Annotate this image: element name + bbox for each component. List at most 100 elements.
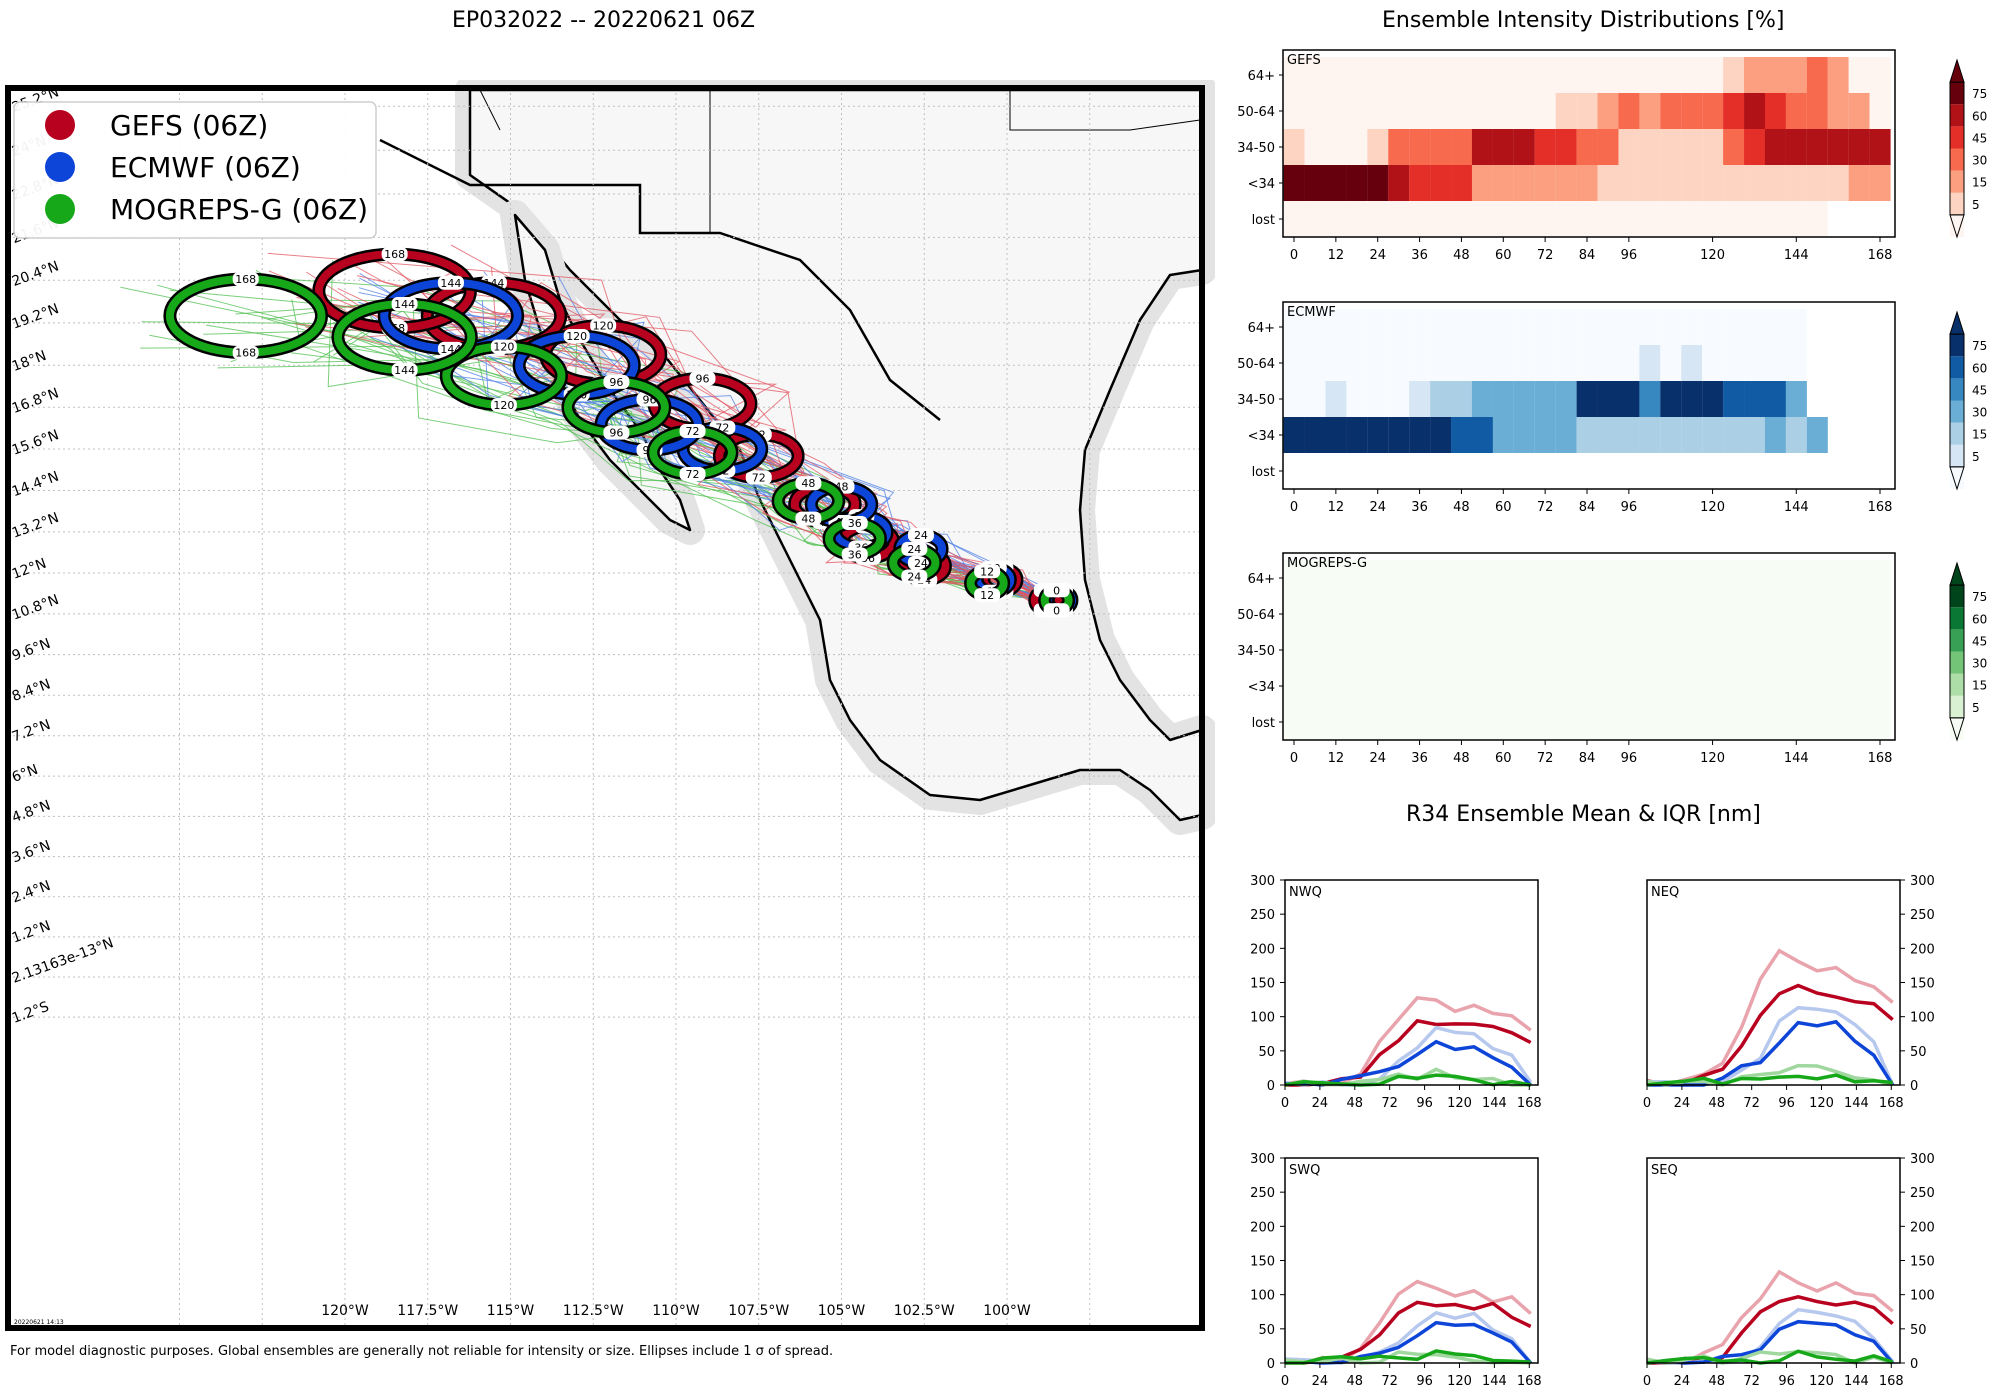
heatmap-cell [1869,632,1891,668]
heatmap-cell [1534,381,1556,417]
ellipse-label-bg [437,275,464,290]
ellipse-label-bg [901,541,928,556]
heatmap-cell [1576,632,1598,668]
heatmap-cell [1304,165,1326,201]
heatmap-cell [1492,560,1514,596]
x-tick-label: 48 [1453,500,1470,515]
heatmap-cell [1660,668,1682,704]
heatmap-cell [1576,309,1598,345]
heatmap-cell [1702,632,1724,668]
legend-label: ECMWF (06Z) [110,151,301,184]
heatmap-cell [1492,165,1514,201]
heatmap-cell [1471,93,1493,129]
heatmap-cell [1660,345,1682,381]
y-tick-label: 200 [1250,942,1275,957]
ellipse-label-bg [381,247,408,262]
heatmap-cell [1618,632,1640,668]
heatmap-cell [1723,93,1745,129]
heatmap-cell [1513,632,1535,668]
x-tick-label: 168 [1517,1374,1542,1389]
heatmap-cell [1681,596,1703,632]
heatmap-cell [1702,201,1724,237]
heatmap-cell [1806,201,1828,237]
heatmap-cell [1681,560,1703,596]
ellipse-hour-label: 168 [235,347,256,360]
heatmap-cell [1785,596,1807,632]
heatmap-cell [1744,129,1766,165]
x-tick-label: 168 [1868,500,1893,515]
row-label: <34 [1248,680,1275,695]
heatmap-cell [1388,417,1410,453]
row-label: 64+ [1248,321,1275,336]
x-tick-label: 24 [1674,1374,1691,1389]
colorbar-segment [1950,126,1964,149]
heatmap-cell [1409,165,1431,201]
row-label: 50-64 [1237,608,1275,623]
heatmap-cell [1639,632,1661,668]
heatmap-cell [1618,201,1640,237]
heatmap-cell [1304,345,1326,381]
legend-label: GEFS (06Z) [110,109,268,142]
heatmap-cell [1430,345,1452,381]
heatmap-cell [1304,93,1326,129]
heatmap-cell [1367,165,1389,201]
heatmap-cell [1409,345,1431,381]
heatmap-cell [1806,632,1828,668]
heatmap-cell [1513,345,1535,381]
heatmap-cell [1848,632,1870,668]
heatmap-cell [1869,57,1891,93]
x-tick-label: 12 [1328,248,1345,263]
x-tick-label: 24 [1312,1374,1329,1389]
colorbar-label: 75 [1972,87,1987,101]
ellipse-hour-label: 12 [980,589,994,602]
ellipse-hour-label: 120 [493,341,514,354]
ensemble-track [424,314,1036,606]
heatmap-cell [1367,381,1389,417]
heatmap-cell [1576,57,1598,93]
heatmap-cell [1618,560,1640,596]
x-tick-label: 0 [1290,248,1298,263]
heatmap-cell [1283,345,1305,381]
us-mexico-border [379,138,941,421]
x-tick-label: 36 [1411,751,1428,766]
heatmap-cell [1555,632,1577,668]
heatmap-cell [1555,93,1577,129]
ellipse-label-bg [745,470,772,485]
heatmap-cell [1513,381,1535,417]
x-tick-label: 60 [1495,751,1512,766]
heatmap-cell [1388,345,1410,381]
heatmap-cell [1681,704,1703,740]
heatmap-cell [1848,129,1870,165]
heatmap-cell [1764,57,1786,93]
heatmap-cell [1492,309,1514,345]
x-tick-label: 96 [1416,1374,1433,1389]
heatmap-cell [1785,201,1807,237]
heatmap-cell [1367,668,1389,704]
heatmap-cell [1702,57,1724,93]
heatmap-cell [1764,704,1786,740]
heatmap-cell [1534,668,1556,704]
heatmap-cell [1723,632,1745,668]
ellipse-label-bg [974,564,1001,579]
heatmap-cell [1723,129,1745,165]
ellipse-hour-label: 36 [848,517,862,530]
r34-panel-label: SEQ [1651,1163,1678,1178]
r34-series-line [1646,983,1894,1087]
heatmap-cell [1764,345,1786,381]
heatmap-cell [1723,560,1745,596]
r34-series-line [1285,1349,1531,1365]
x-tick-label: 0 [1290,500,1298,515]
heatmap-cell [1555,560,1577,596]
heatmap-cell [1639,129,1661,165]
heatmap-cell [1869,165,1891,201]
ellipse-label-bg [232,345,259,360]
panel-label: MOGREPS-G [1287,556,1367,571]
heatmap-cell [1451,57,1473,93]
heatmap-cell [1471,704,1493,740]
heatmap-cell [1597,381,1619,417]
heatmap-cell [1848,596,1870,632]
ellipse-hour-label: 168 [235,273,256,286]
heatmap-cell [1702,417,1724,453]
heatmap-cell [1388,57,1410,93]
heatmap-cell [1869,704,1891,740]
